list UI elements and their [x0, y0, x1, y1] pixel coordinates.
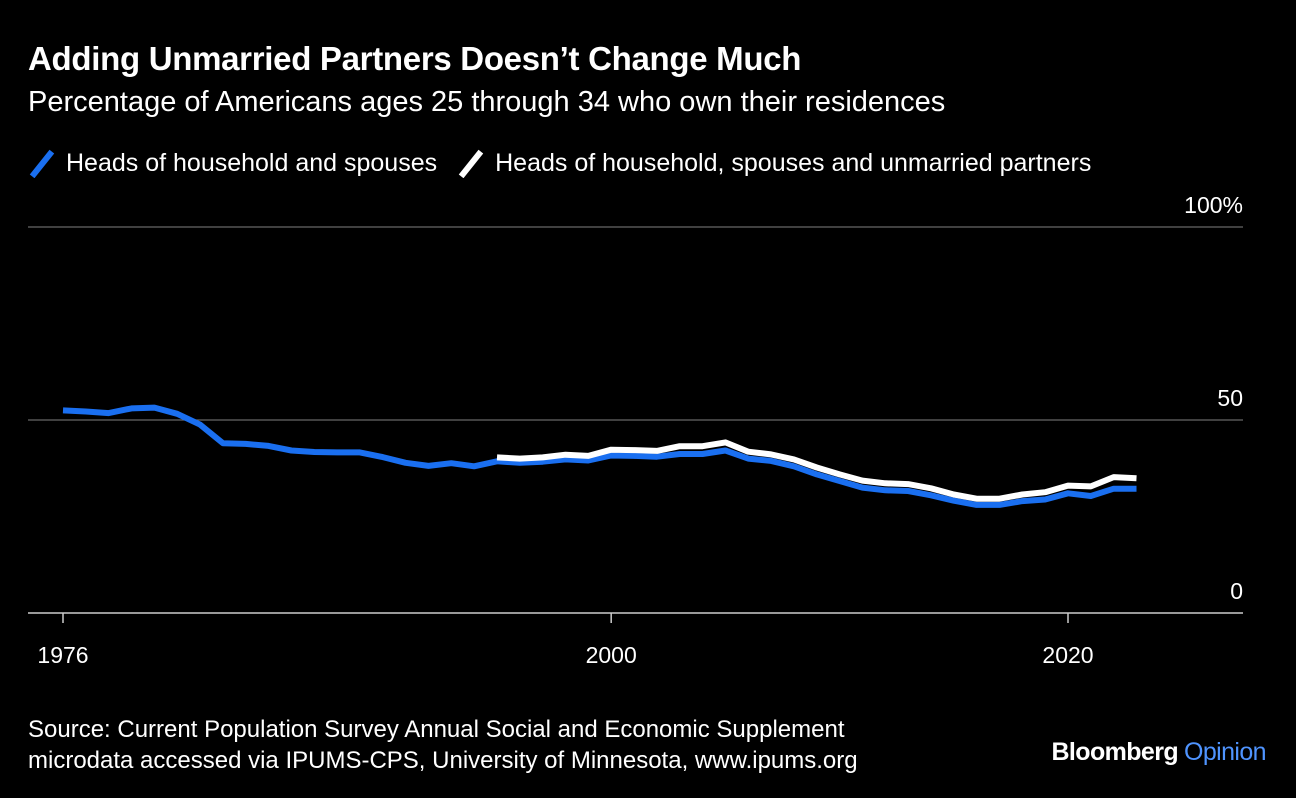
brand-bloomberg: Bloomberg [1051, 738, 1179, 766]
y-tick-label-0: 0 [1230, 578, 1243, 604]
legend-label-with-partners: Heads of household, spouses and unmarrie… [495, 148, 1092, 177]
legend-swatch-blue [29, 149, 55, 178]
x-tick-label-1976: 1976 [37, 642, 88, 668]
y-tick-label-100: 100% [1184, 192, 1243, 218]
brand-opinion: Opinion [1184, 738, 1267, 766]
legend-item-heads-spouses: Heads of household and spouses [28, 148, 437, 178]
source-note: Source: Current Population Survey Annual… [28, 714, 858, 776]
y-tick-label-50: 50 [1217, 385, 1243, 411]
chart-title: Adding Unmarried Partners Doesn’t Change… [28, 40, 802, 77]
bloomberg-opinion-logo: Bloomberg Opinion [1051, 738, 1266, 767]
source-line-1: Source: Current Population Survey Annual… [28, 716, 845, 743]
series-line-with-partners [496, 439, 1137, 502]
legend-swatch-white [458, 149, 484, 178]
x-tick-label-2020: 2020 [1042, 642, 1093, 668]
chart-subtitle: Percentage of Americans ages 25 through … [28, 86, 946, 118]
legend: Heads of household and spouses Heads of … [28, 148, 1111, 178]
source-line-2: microdata accessed via IPUMS-CPS, Univer… [28, 747, 858, 774]
x-tick-label-2000: 2000 [586, 642, 637, 668]
series-line-heads-spouses [62, 404, 1137, 508]
legend-label-heads-spouses: Heads of household and spouses [66, 148, 438, 177]
legend-item-with-partners: Heads of household, spouses and unmarrie… [457, 148, 1091, 178]
